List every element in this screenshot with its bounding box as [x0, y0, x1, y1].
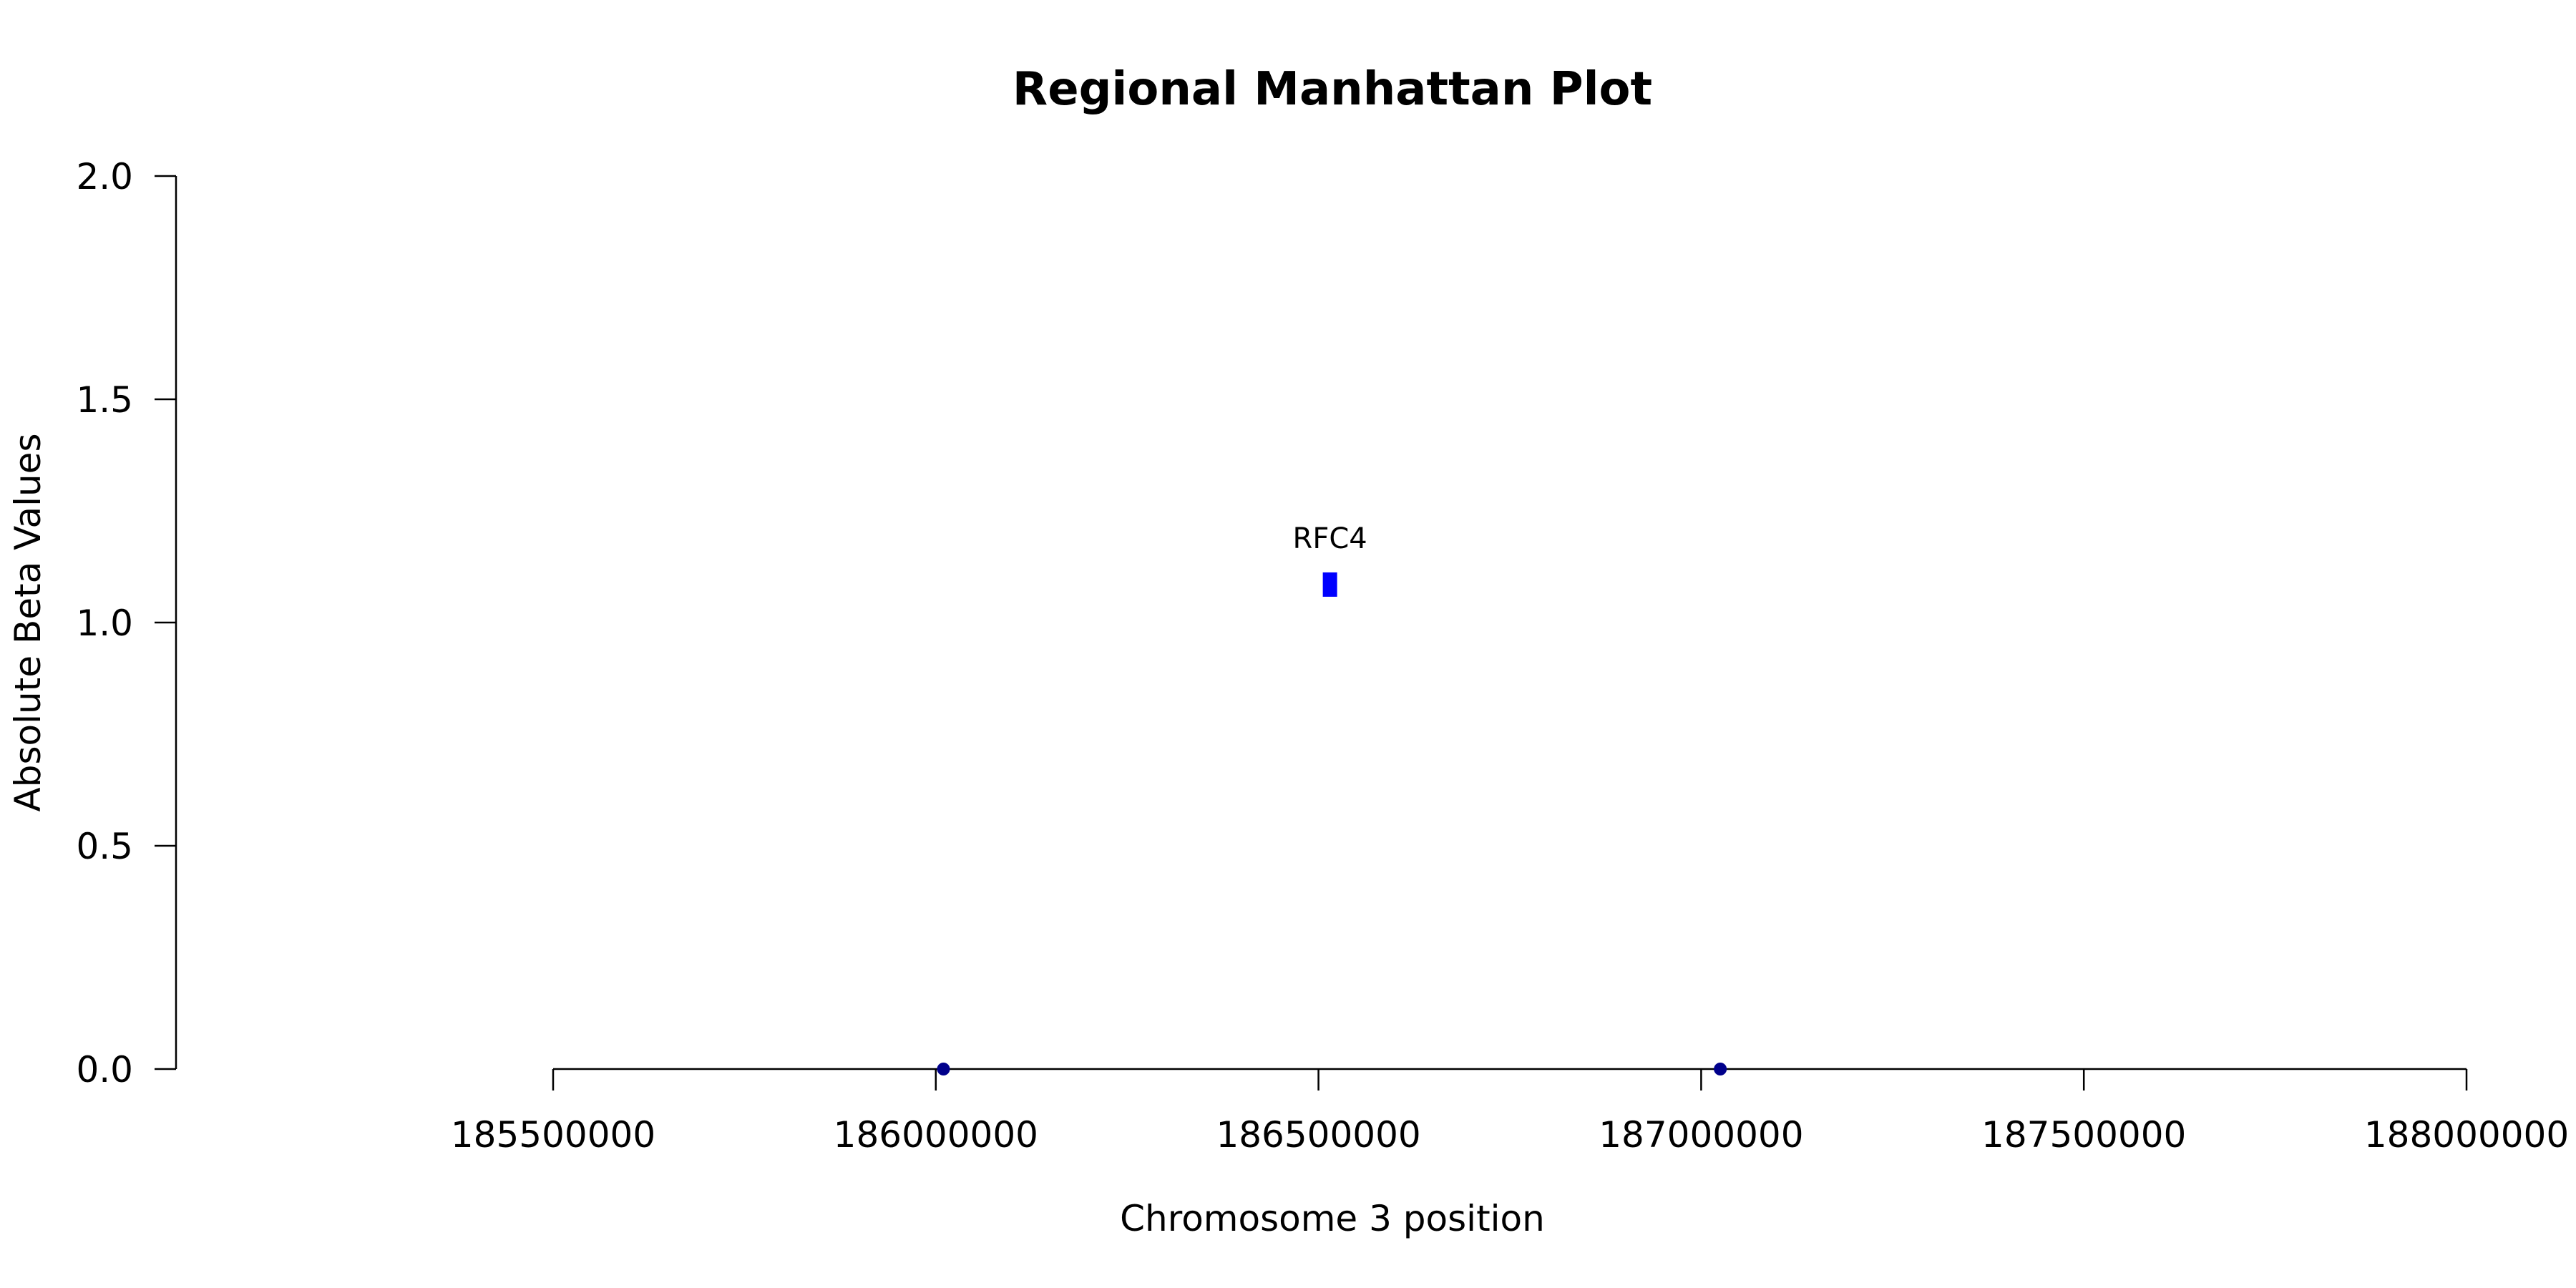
data-point [1714, 1063, 1727, 1075]
x-tick-label: 188000000 [2364, 1114, 2569, 1156]
x-axis: 185500000 186000000 186500000 187000000 1875… [451, 1068, 2569, 1156]
y-axis-label: Absolute Beta Values [7, 434, 49, 812]
data-point [937, 1063, 950, 1075]
x-tick-label: 185500000 [451, 1114, 655, 1156]
chart-title: Regional Manhattan Plot [1013, 63, 1652, 116]
y-tick-label: 0.0 [76, 1049, 133, 1091]
y-tick-label: 2.0 [76, 156, 133, 197]
y-tick-label: 0.5 [76, 826, 133, 867]
x-axis-label: Chromosome 3 position [1120, 1198, 1545, 1239]
gene-label: RFC4 [1293, 522, 1367, 555]
x-tick-label: 186000000 [834, 1114, 1038, 1156]
y-axis: 0.0 0.5 1.0 1.5 2.0 [76, 156, 177, 1091]
y-tick-label: 1.5 [76, 379, 133, 421]
x-tick-label: 186500000 [1216, 1114, 1420, 1156]
data-marks: RFC4 [937, 522, 1727, 1075]
gene-marker [1322, 572, 1337, 597]
x-tick-label: 187500000 [1981, 1114, 2186, 1156]
y-tick-label: 1.0 [76, 602, 133, 644]
x-tick-label: 187000000 [1599, 1114, 1803, 1156]
